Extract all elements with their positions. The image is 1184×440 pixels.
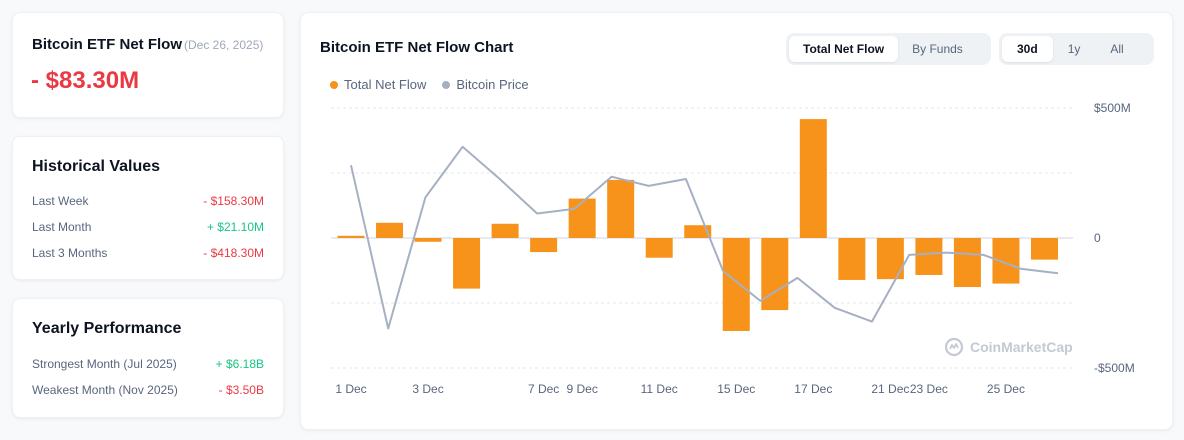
flow-bar bbox=[491, 223, 519, 238]
legend-dot bbox=[442, 80, 451, 89]
flow-bar bbox=[915, 238, 943, 275]
yearly-performance-title: Yearly Performance bbox=[32, 320, 182, 337]
historical-row: Last 3 Months - $418.30M bbox=[32, 246, 264, 260]
x-tick-label: 17 Dec bbox=[794, 382, 832, 396]
flow-bar bbox=[722, 238, 750, 331]
chart-legend: Total Net Flow Bitcoin Price bbox=[330, 77, 529, 92]
bitcoin-price-line bbox=[350, 145, 1059, 330]
x-tick-label: 21 Dec bbox=[871, 382, 909, 396]
flow-bar bbox=[684, 225, 712, 238]
y-tick-label: $500M bbox=[1094, 101, 1131, 115]
flow-bar bbox=[414, 238, 442, 242]
flow-bar bbox=[376, 222, 404, 238]
historical-row-value: + $21.10M bbox=[206, 220, 264, 234]
flow-bar bbox=[799, 119, 827, 238]
range-all[interactable]: All bbox=[1110, 42, 1124, 56]
view-toggle: Total Net Flow By Funds bbox=[786, 33, 991, 65]
historical-row-label: Last 3 Months bbox=[32, 246, 108, 260]
flow-bar bbox=[761, 238, 789, 311]
flow-bar bbox=[568, 198, 596, 238]
yearly-row-label: Strongest Month (Jul 2025) bbox=[32, 357, 177, 371]
x-tick-label: 11 Dec bbox=[641, 382, 678, 396]
x-tick-label: 9 Dec bbox=[566, 382, 597, 396]
yearly-row: Strongest Month (Jul 2025) + $6.18B bbox=[32, 357, 264, 371]
net-flow-title: Bitcoin ETF Net Flow (Dec 26, 2025) bbox=[32, 36, 264, 53]
x-tick-label: 25 Dec bbox=[987, 382, 1025, 396]
historical-values-title: Historical Values bbox=[32, 158, 161, 175]
x-tick-label: 7 Dec bbox=[528, 382, 559, 396]
flow-bar bbox=[453, 238, 481, 289]
flow-bar bbox=[337, 235, 365, 238]
flow-bar bbox=[953, 238, 981, 288]
range-30d[interactable]: 30d bbox=[1002, 36, 1053, 62]
tab-total-net-flow[interactable]: Total Net Flow bbox=[789, 36, 899, 62]
x-tick-label: 3 Dec bbox=[412, 382, 443, 396]
flow-bar bbox=[530, 238, 558, 253]
yearly-row-period: (Jul 2025) bbox=[123, 357, 177, 371]
legend-item-net-flow[interactable]: Total Net Flow bbox=[330, 77, 426, 92]
net-flow-card: Bitcoin ETF Net Flow (Dec 26, 2025) - $83… bbox=[12, 12, 284, 118]
historical-values-card: Historical Values Last Week - $158.30M L… bbox=[12, 136, 284, 280]
coinmarketcap-logo-icon bbox=[944, 337, 964, 357]
range-toggle: 30d 1y All bbox=[999, 33, 1154, 65]
historical-row-label: Last Month bbox=[32, 220, 92, 234]
x-tick-label: 1 Dec bbox=[335, 382, 366, 396]
chart-title: Bitcoin ETF Net Flow Chart bbox=[320, 39, 514, 56]
flow-bar bbox=[992, 238, 1020, 284]
coinmarketcap-watermark: CoinMarketCap bbox=[944, 337, 1073, 357]
legend-item-bitcoin-price[interactable]: Bitcoin Price bbox=[442, 77, 529, 92]
x-tick-label: 15 Dec bbox=[717, 382, 755, 396]
net-flow-value: - $83.30M bbox=[31, 67, 140, 94]
tab-by-funds[interactable]: By Funds bbox=[912, 42, 963, 56]
historical-row-label: Last Week bbox=[32, 194, 89, 208]
net-flow-chart: $500M 0 -$500M 1 Dec 3 Dec 7 Dec 9 Dec 11 Dec 15… bbox=[331, 101, 1135, 396]
flow-bar bbox=[607, 179, 635, 238]
flow-bar bbox=[645, 238, 673, 258]
x-tick-label: 23 Dec bbox=[910, 382, 948, 396]
legend-label: Total Net Flow bbox=[344, 77, 427, 92]
yearly-row-label: Weakest Month (Nov 2025) bbox=[32, 383, 178, 397]
historical-row: Last Week - $158.30M bbox=[32, 194, 264, 208]
historical-row-value: - $158.30M bbox=[203, 194, 264, 208]
flow-bar bbox=[1030, 238, 1058, 260]
y-tick-label: 0 bbox=[1094, 231, 1101, 245]
y-tick-label: -$500M bbox=[1094, 361, 1135, 375]
yearly-row-value: + $6.18B bbox=[215, 357, 264, 371]
legend-label: Bitcoin Price bbox=[456, 77, 529, 92]
legend-dot bbox=[330, 80, 338, 89]
historical-row-value: - $418.30M bbox=[203, 246, 264, 260]
yearly-row-value: - $3.50B bbox=[218, 383, 264, 397]
range-1y[interactable]: 1y bbox=[1067, 42, 1081, 56]
yearly-row: Weakest Month (Nov 2025) - $3.50B bbox=[32, 383, 264, 397]
yearly-row-period: (Nov 2025) bbox=[118, 383, 178, 397]
historical-row: Last Month + $21.10M bbox=[32, 220, 264, 234]
chart-card: $500M 0 -$500M 1 Dec 3 Dec 7 Dec 9 Dec 11 Dec 15… bbox=[300, 12, 1173, 430]
flow-bar bbox=[838, 238, 866, 280]
yearly-performance-card: Yearly Performance Strongest Month (Jul … bbox=[12, 298, 284, 418]
net-flow-date: (Dec 26, 2025) bbox=[184, 38, 264, 52]
